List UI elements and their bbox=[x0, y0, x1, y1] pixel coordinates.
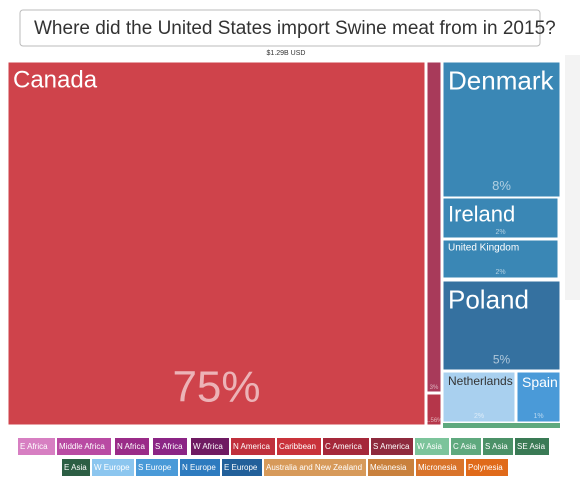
legend-button[interactable] bbox=[191, 438, 229, 455]
legend-label[interactable]: S Africa bbox=[155, 442, 183, 451]
legend-button[interactable] bbox=[368, 459, 414, 476]
subtitle: $1.29B USD bbox=[267, 50, 306, 57]
tile-label: Poland bbox=[448, 285, 529, 315]
legend-button[interactable] bbox=[153, 438, 187, 455]
legend-label[interactable]: S Europe bbox=[138, 463, 172, 472]
tile-value: 2% bbox=[495, 269, 505, 276]
tile-label: Canada bbox=[13, 67, 98, 94]
legend-button[interactable] bbox=[136, 459, 178, 476]
tile bbox=[7, 61, 426, 426]
tile bbox=[442, 61, 561, 198]
tile-value: 2% bbox=[495, 229, 505, 236]
legend-button[interactable] bbox=[451, 438, 481, 455]
legend-label[interactable]: W Africa bbox=[193, 442, 223, 451]
legend-button[interactable] bbox=[264, 459, 366, 476]
legend-label[interactable]: W Europe bbox=[94, 463, 130, 472]
tile-label: Denmark bbox=[448, 66, 554, 96]
tile-value: 1.56% bbox=[425, 418, 443, 424]
legend-button[interactable] bbox=[222, 459, 262, 476]
legend-label[interactable]: SE Asia bbox=[517, 442, 546, 451]
tile bbox=[442, 280, 561, 371]
legend-label[interactable]: S America bbox=[373, 442, 410, 451]
legend-button[interactable] bbox=[62, 459, 90, 476]
legend-label[interactable]: C America bbox=[325, 442, 362, 451]
tile bbox=[442, 197, 559, 239]
legend-label[interactable]: E Asia bbox=[64, 463, 87, 472]
legend-button[interactable] bbox=[415, 438, 449, 455]
chart-title: Where did the United States import Swine… bbox=[34, 18, 556, 39]
legend-button[interactable] bbox=[515, 438, 549, 455]
tile bbox=[426, 393, 442, 426]
tile-strip bbox=[443, 423, 560, 428]
tile bbox=[426, 61, 442, 393]
tile bbox=[442, 239, 559, 279]
legend-label[interactable]: C Asia bbox=[453, 442, 477, 451]
tile-label: Ireland bbox=[448, 201, 515, 226]
legend-button[interactable] bbox=[57, 438, 111, 455]
title-box bbox=[19, 9, 541, 47]
legend-button[interactable] bbox=[115, 438, 149, 455]
tile bbox=[516, 371, 561, 423]
tile-value: 1% bbox=[533, 413, 543, 420]
tile-label: United Kingdom bbox=[448, 243, 519, 254]
legend-button[interactable] bbox=[483, 438, 513, 455]
tile bbox=[442, 371, 516, 423]
legend-button[interactable] bbox=[231, 438, 275, 455]
legend-label[interactable]: Polynesia bbox=[468, 463, 503, 472]
tile-value: 75% bbox=[172, 362, 260, 411]
legend-button[interactable] bbox=[466, 459, 508, 476]
legend-button[interactable] bbox=[371, 438, 413, 455]
legend-button[interactable] bbox=[323, 438, 369, 455]
sidebar bbox=[565, 55, 580, 300]
legend-label[interactable]: N Africa bbox=[117, 442, 146, 451]
legend-button[interactable] bbox=[92, 459, 134, 476]
tile-value: 2% bbox=[474, 413, 484, 420]
tile-value: 5% bbox=[493, 353, 511, 367]
legend-label[interactable]: N Europe bbox=[182, 463, 216, 472]
legend-label[interactable]: E Europe bbox=[224, 463, 258, 472]
tile-value: 3% bbox=[430, 385, 439, 391]
legend-button[interactable] bbox=[18, 438, 55, 455]
legend-label[interactable]: Melanesia bbox=[370, 463, 407, 472]
legend-label[interactable]: E Africa bbox=[20, 442, 48, 451]
legend-label[interactable]: Caribbean bbox=[279, 442, 316, 451]
legend-label[interactable]: W Asia bbox=[417, 442, 442, 451]
legend-button[interactable] bbox=[180, 459, 220, 476]
tile-value: 8% bbox=[492, 178, 511, 193]
tile-label: Spain bbox=[522, 374, 558, 390]
legend-label[interactable]: S Asia bbox=[485, 442, 508, 451]
legend-button[interactable] bbox=[277, 438, 321, 455]
legend-label[interactable]: Australia and New Zealand bbox=[266, 463, 362, 472]
tile-label: Netherlands bbox=[448, 374, 513, 388]
legend-button[interactable] bbox=[416, 459, 464, 476]
legend-label[interactable]: N America bbox=[233, 442, 270, 451]
legend-label[interactable]: Micronesia bbox=[418, 463, 457, 472]
legend-label[interactable]: Middle Africa bbox=[59, 442, 105, 451]
